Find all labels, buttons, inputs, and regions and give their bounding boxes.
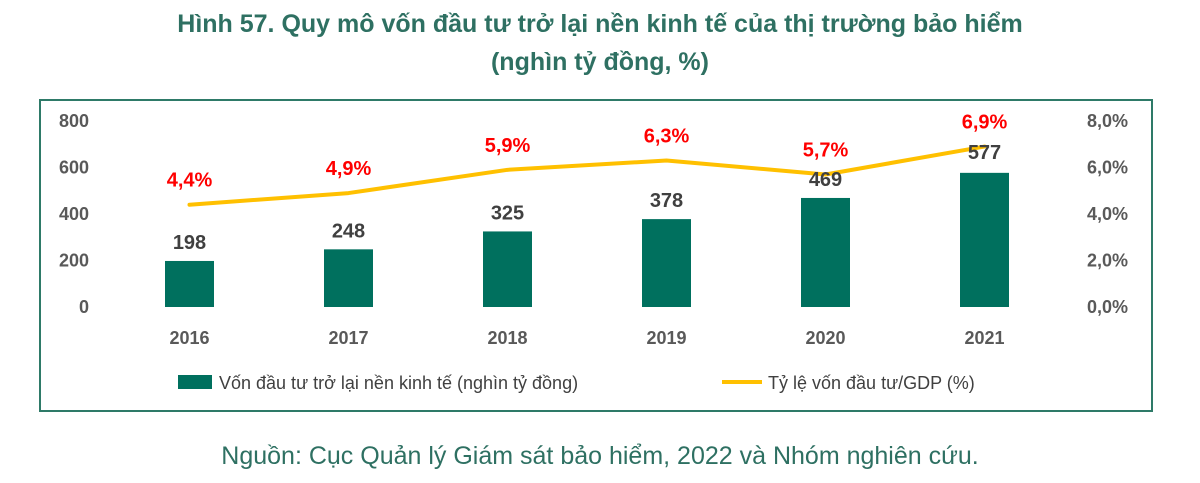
x-tick-label: 2017 bbox=[328, 328, 368, 348]
y-right-tick-label: 0,0% bbox=[1087, 297, 1128, 317]
ratio-line bbox=[187, 144, 987, 207]
y-right-tick-label: 8,0% bbox=[1087, 111, 1128, 131]
legend-bar-label: Vốn đầu tư trở lại nền kinh tế (nghìn tỷ… bbox=[219, 373, 578, 393]
ratio-value-label: 4,9% bbox=[326, 158, 372, 180]
bar-value-label: 469 bbox=[809, 169, 842, 191]
y-right-tick-label: 2,0% bbox=[1087, 251, 1128, 271]
ratio-value-label: 6,9% bbox=[962, 112, 1008, 134]
ratio-value-label: 6,3% bbox=[644, 126, 690, 148]
x-tick-label: 2016 bbox=[169, 328, 209, 348]
source-note: Nguồn: Cục Quản lý Giám sát bảo hiểm, 20… bbox=[221, 442, 979, 470]
y-left-tick-label: 400 bbox=[59, 204, 89, 224]
bar-2018 bbox=[483, 231, 532, 307]
y-left-tick-label: 600 bbox=[59, 158, 89, 178]
chart-frame bbox=[39, 99, 1153, 412]
bar-value-label: 577 bbox=[968, 142, 1001, 164]
chart-subtitle: (nghìn tỷ đồng, %) bbox=[490, 48, 709, 76]
bar-2019 bbox=[642, 219, 691, 307]
x-tick-label: 2020 bbox=[805, 328, 845, 348]
bar-value-label: 198 bbox=[173, 232, 206, 254]
y-right-tick-label: 6,0% bbox=[1087, 158, 1128, 178]
x-tick-label: 2018 bbox=[487, 328, 527, 348]
ratio-value-label: 5,7% bbox=[803, 139, 849, 161]
y-left-tick-label: 200 bbox=[59, 251, 89, 271]
bar-2021 bbox=[960, 172, 1009, 307]
bar-2016 bbox=[165, 260, 214, 307]
chart-title: Hình 57. Quy mô vốn đầu tư trở lại nền k… bbox=[177, 10, 1023, 38]
bar-value-label: 378 bbox=[650, 190, 683, 212]
y-left-tick-label: 800 bbox=[59, 111, 89, 131]
y-left-tick-label: 0 bbox=[79, 297, 89, 317]
legend-bar-swatch bbox=[178, 375, 212, 389]
x-tick-label: 2019 bbox=[646, 328, 686, 348]
bar-2017 bbox=[324, 249, 373, 307]
ratio-value-label: 4,4% bbox=[167, 170, 213, 192]
bar-2020 bbox=[801, 197, 850, 307]
ratio-value-label: 5,9% bbox=[485, 135, 531, 157]
bar-value-label: 325 bbox=[491, 202, 524, 224]
y-right-tick-label: 4,0% bbox=[1087, 204, 1128, 224]
x-tick-label: 2021 bbox=[964, 328, 1004, 348]
legend-line-label: Tỷ lệ vốn đầu tư/GDP (%) bbox=[768, 373, 975, 393]
bar-value-label: 248 bbox=[332, 220, 365, 242]
